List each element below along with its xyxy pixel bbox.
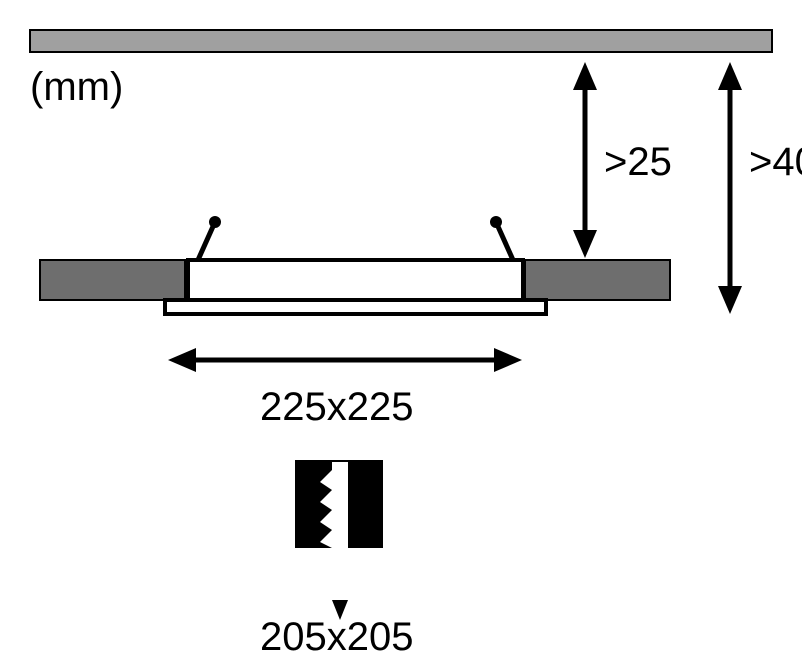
- panel-body: [188, 260, 523, 300]
- panel-lip: [165, 300, 546, 314]
- spring-clip-right: [490, 216, 513, 260]
- unit-label: (mm): [30, 65, 123, 109]
- dim-arrow-outer: [168, 348, 522, 372]
- ceiling-cutout-right: [525, 260, 670, 300]
- cutout-saw-icon: [295, 460, 383, 620]
- dim-label-recess: >40: [749, 140, 802, 184]
- dim-arrow-clearance: [573, 62, 597, 258]
- dim-label-cutout: 205x205: [260, 615, 413, 659]
- spring-clip-left: [198, 216, 221, 260]
- ceiling-bar: [30, 30, 772, 52]
- installation-diagram: (mm) >25 >40 225x225: [0, 0, 802, 660]
- dim-arrow-recess: [718, 62, 742, 314]
- dim-label-outer: 225x225: [260, 385, 413, 429]
- dim-label-clearance: >25: [604, 140, 672, 184]
- ceiling-cutout-left: [40, 260, 185, 300]
